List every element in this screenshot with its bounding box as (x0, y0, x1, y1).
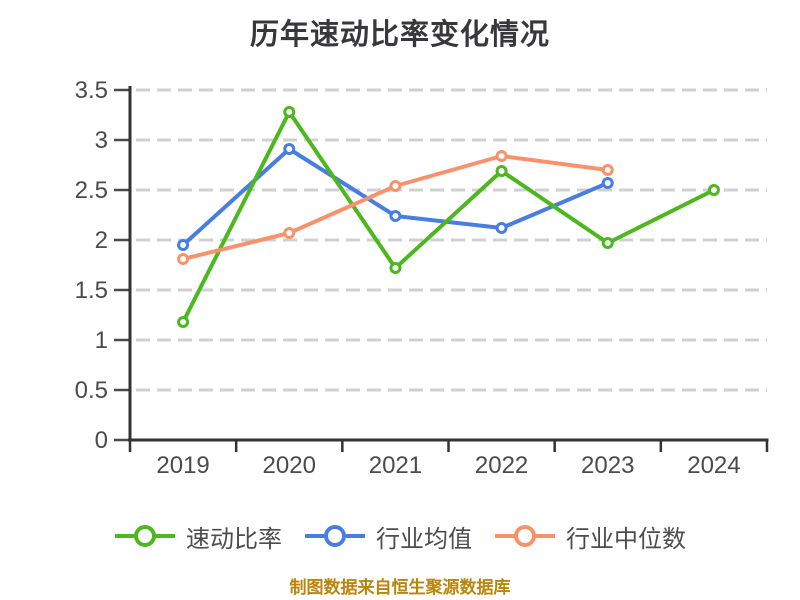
x-tick-label-2020: 2020 (263, 452, 316, 479)
y-tick-label-0: 0 (95, 427, 108, 454)
gridlines (136, 88, 767, 392)
point-quick-ratio-2019[interactable] (177, 316, 190, 328)
legend-circle-industry-median (514, 525, 536, 547)
series-industry-median (177, 150, 614, 265)
legend-item-quick-ratio[interactable]: 速动比率 (114, 519, 282, 554)
line-chart-canvas: 0 0.5 1 1.5 2 2.5 3 3.5 2019 2020 2021 2022 2023 2024 (75, 77, 769, 479)
point-quick-ratio-2020[interactable] (283, 106, 296, 118)
y-tick-label-2: 2 (95, 227, 108, 254)
legend-circle-industry-average (324, 525, 346, 547)
legend-label-industry-median: 行业中位数 (566, 525, 686, 553)
x-tick-label-2024: 2024 (687, 452, 740, 479)
legend-marker-industry-average (305, 525, 365, 547)
y-tick-label-3: 3 (95, 127, 108, 154)
data-source-note: 制图数据来自恒生聚源数据库 (289, 578, 511, 597)
point-industry-average-2020[interactable] (283, 143, 296, 155)
point-industry-average-2021[interactable] (389, 210, 402, 222)
point-quick-ratio-2022[interactable] (495, 165, 508, 177)
x-tick-label-2021: 2021 (369, 452, 422, 479)
y-tick-label-3.5: 3.5 (75, 77, 108, 104)
y-tick-label-2.5: 2.5 (75, 177, 108, 204)
series-quick-ratio (177, 106, 720, 328)
legend-item-industry-median[interactable]: 行业中位数 (494, 519, 686, 554)
series-line-quick-ratio (181, 110, 716, 324)
x-axis: 2019 2020 2021 2022 2023 2024 (128, 438, 769, 479)
y-tick-label-1: 1 (95, 327, 108, 354)
point-industry-average-2019[interactable] (177, 239, 190, 251)
series-line-industry-median (181, 154, 610, 261)
point-industry-median-2021[interactable] (389, 180, 402, 192)
point-industry-median-2019[interactable] (177, 253, 190, 265)
point-industry-median-2023[interactable] (601, 164, 614, 176)
point-industry-average-2022[interactable] (495, 222, 508, 234)
point-industry-average-2023[interactable] (601, 177, 614, 189)
x-tick-label-2019: 2019 (156, 452, 209, 479)
legend-circle-quick-ratio (134, 525, 156, 547)
point-quick-ratio-2023[interactable] (601, 237, 614, 249)
y-tick-label-0.5: 0.5 (75, 377, 108, 404)
point-quick-ratio-2021[interactable] (389, 262, 402, 274)
legend-marker-industry-median (495, 525, 555, 547)
y-axis: 0 0.5 1 1.5 2 2.5 3 3.5 (75, 77, 132, 454)
point-industry-median-2020[interactable] (283, 227, 296, 239)
legend-item-industry-average[interactable]: 行业均值 (304, 519, 472, 554)
y-tick-label-1.5: 1.5 (75, 277, 108, 304)
legend-label-quick-ratio: 速动比率 (186, 525, 282, 553)
x-tick-label-2022: 2022 (475, 452, 528, 479)
x-tick-label-2023: 2023 (581, 452, 634, 479)
legend-marker-quick-ratio (115, 525, 175, 547)
legend-label-industry-average: 行业均值 (376, 525, 472, 553)
point-industry-median-2022[interactable] (495, 150, 508, 162)
chart-title: 历年速动比率变化情况 (249, 19, 550, 51)
point-quick-ratio-2024[interactable] (707, 184, 720, 196)
chart-legend: 速动比率 行业均值 行业中位数 (0, 514, 800, 558)
